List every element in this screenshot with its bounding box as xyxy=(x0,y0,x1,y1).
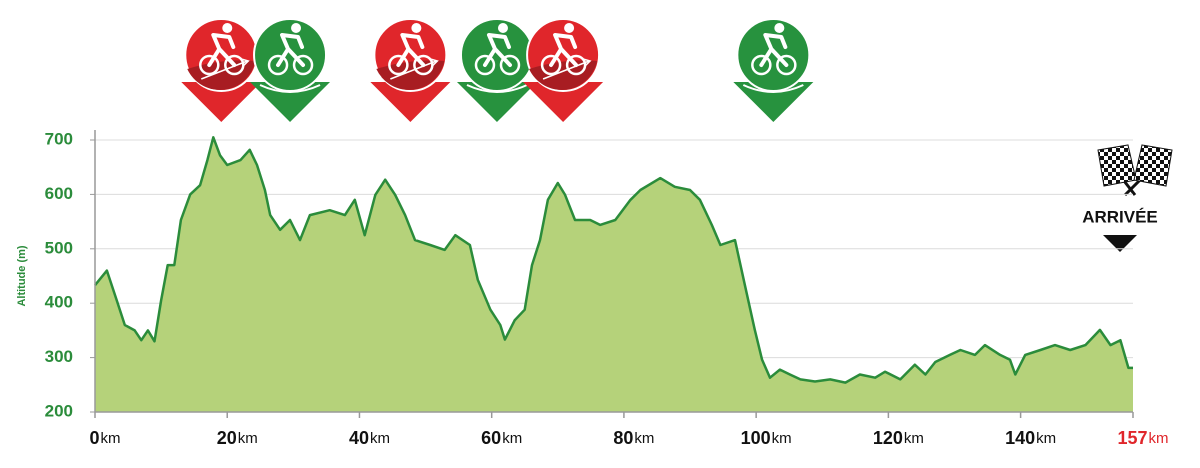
finish-pointer xyxy=(1103,235,1137,252)
cyclist-wheel xyxy=(751,54,772,76)
x-tick-unit: km xyxy=(502,430,522,447)
y-tick-label: 200 xyxy=(45,401,73,420)
marker-pin xyxy=(370,82,451,122)
cyclist-head xyxy=(774,23,785,33)
marker-pin xyxy=(181,82,262,122)
marker xyxy=(181,18,262,122)
cyclist-body xyxy=(207,33,237,67)
x-tick-label: 80km xyxy=(613,428,654,448)
marker-badge xyxy=(459,18,534,92)
marker xyxy=(733,18,814,122)
marker xyxy=(370,18,451,122)
cyclist-wheel xyxy=(267,54,289,76)
cyclist-body xyxy=(276,33,306,67)
x-tick-unit: km xyxy=(904,430,924,447)
cyclist-body xyxy=(549,33,579,67)
marker-badge xyxy=(253,18,328,92)
marker-pin xyxy=(523,82,604,122)
cyclist-wheel xyxy=(776,54,797,76)
y-tick-label: 600 xyxy=(45,184,73,203)
y-tick-label: 500 xyxy=(45,238,73,257)
x-tick-label: 120km xyxy=(873,428,924,448)
cyclist-head xyxy=(564,23,575,33)
x-tick-value: 157 xyxy=(1117,428,1147,448)
marker-chevron xyxy=(259,84,321,93)
y-tick-label: 700 xyxy=(45,129,73,148)
cyclist-head xyxy=(411,23,422,33)
climb-arrow xyxy=(390,58,439,80)
cyclist-head xyxy=(222,23,233,33)
marker-pin xyxy=(733,82,814,122)
x-tick-label: 140km xyxy=(1005,428,1056,448)
x-tick-unit: km xyxy=(101,430,121,447)
x-tick-value: 140 xyxy=(1005,428,1035,448)
cyclist-head xyxy=(497,23,508,33)
marker-pin xyxy=(250,82,331,122)
x-tick-unit: km xyxy=(1036,430,1056,447)
x-tick-unit: km xyxy=(634,430,654,447)
marker-badge xyxy=(736,18,811,92)
x-tick-value: 120 xyxy=(873,428,903,448)
cyclist-wheel xyxy=(199,54,220,76)
x-tick-label: 60km xyxy=(481,428,522,448)
marker xyxy=(250,18,331,122)
x-tick-value: 60 xyxy=(481,428,501,448)
marker-shade xyxy=(529,60,598,90)
x-tick-label: 20km xyxy=(217,428,258,448)
climb-arrow xyxy=(542,58,592,80)
cyclist-wheel xyxy=(388,54,409,76)
cyclist-wheel xyxy=(540,54,562,76)
cyclist-body xyxy=(396,33,426,67)
marker xyxy=(456,18,537,122)
cyclist-wheel xyxy=(474,54,496,76)
marker-chevron xyxy=(466,84,528,93)
marker-chevron xyxy=(742,84,804,93)
climb-arrow xyxy=(201,58,250,80)
x-tick-value: 100 xyxy=(741,428,771,448)
x-tick-label: 100km xyxy=(741,428,792,448)
x-tick-value: 40 xyxy=(349,428,369,448)
cyclist-body xyxy=(482,33,512,67)
cyclist-body xyxy=(759,33,789,67)
y-axis-label: Altitude (m) xyxy=(16,245,28,306)
marker-shade xyxy=(376,60,445,90)
x-tick-label: 40km xyxy=(349,428,390,448)
y-tick-label: 400 xyxy=(45,293,73,312)
cyclist-wheel xyxy=(499,54,521,76)
cyclist-head xyxy=(291,23,302,33)
area-fill xyxy=(95,137,1133,413)
marker xyxy=(523,18,604,122)
x-tick-unit: km xyxy=(238,430,258,447)
x-tick-label: 157km xyxy=(1117,428,1168,448)
x-tick-value: 20 xyxy=(217,428,237,448)
x-tick-unit: km xyxy=(370,430,390,447)
elevation-line xyxy=(94,136,1133,384)
marker-shade xyxy=(187,60,256,90)
x-tick-value: 0 xyxy=(89,428,99,448)
x-tick-unit: km xyxy=(772,430,792,447)
x-tick-label: 0km xyxy=(89,428,120,448)
marker-pin xyxy=(456,82,537,122)
finish-flags xyxy=(1097,144,1173,197)
cyclist-wheel xyxy=(292,54,314,76)
x-tick-value: 80 xyxy=(613,428,633,448)
x-tick-unit: km xyxy=(1149,430,1169,447)
finish-label: ARRIVÉE xyxy=(1082,207,1158,226)
y-tick-label: 300 xyxy=(45,347,73,366)
